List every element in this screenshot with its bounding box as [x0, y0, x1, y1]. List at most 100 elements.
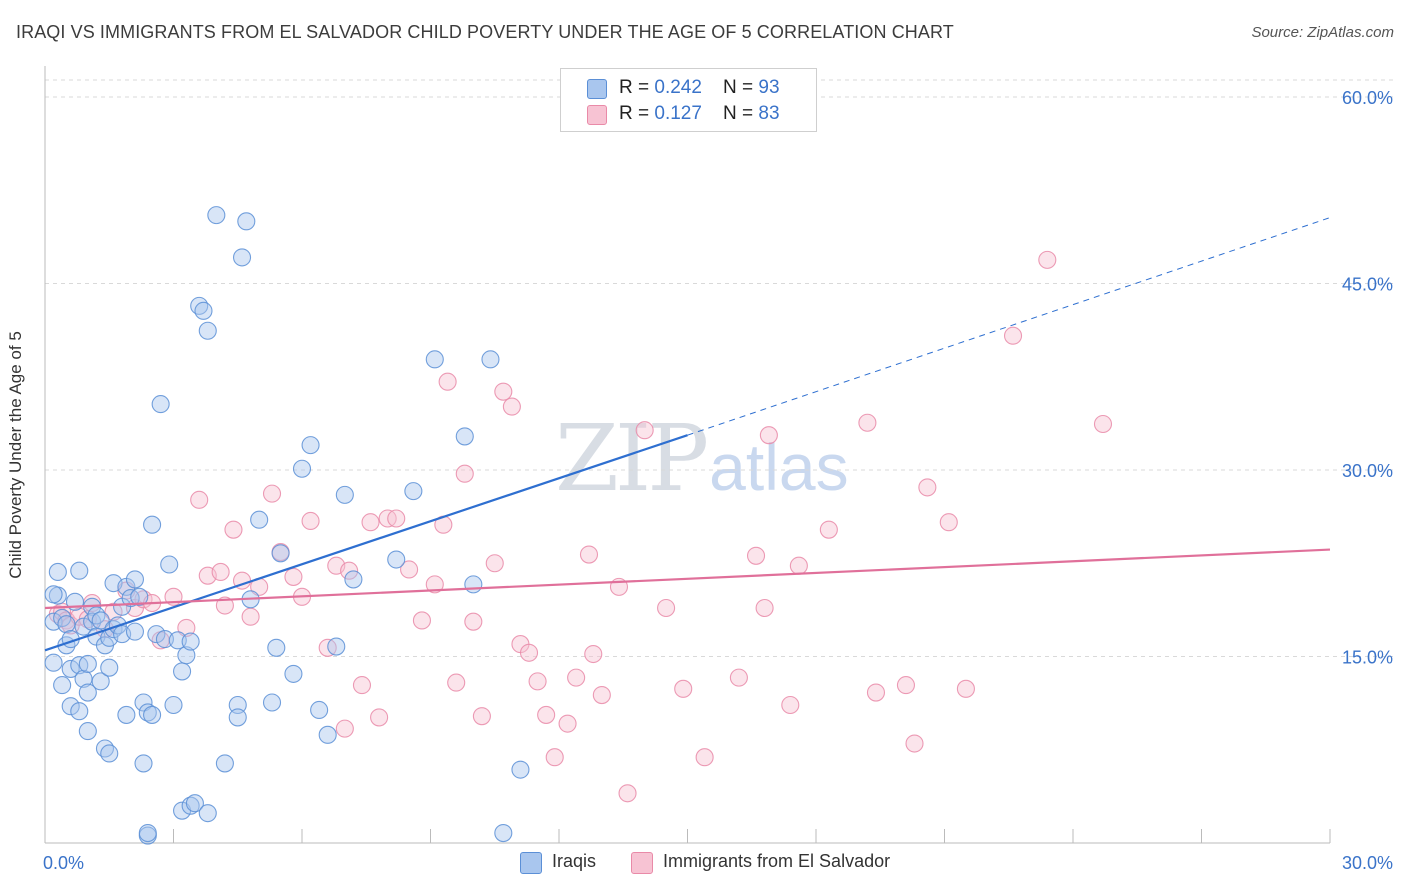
data-point — [819, 520, 838, 539]
data-point — [138, 824, 157, 843]
y-tick-label: 30.0% — [1342, 461, 1393, 481]
data-point — [262, 693, 282, 712]
data-point — [70, 702, 89, 721]
data-point — [262, 484, 282, 503]
data-point — [558, 714, 577, 733]
r-label: R = — [619, 77, 655, 98]
data-point — [537, 705, 556, 724]
data-point — [485, 554, 504, 573]
axes — [44, 66, 1331, 844]
data-point — [657, 598, 676, 618]
data-point — [352, 676, 372, 695]
data-point — [232, 248, 252, 267]
n-value: 93 — [758, 77, 780, 98]
chart-title: IRAQI VS IMMIGRANTS FROM EL SALVADOR CHI… — [16, 22, 954, 42]
legend-swatch-blue — [587, 79, 607, 99]
data-point — [755, 598, 774, 618]
data-point — [185, 794, 204, 813]
data-point — [134, 754, 153, 773]
data-point — [292, 459, 312, 478]
x-tick-label: 30.0% — [1342, 853, 1393, 873]
grid-lines — [45, 79, 1395, 657]
data-point — [160, 555, 179, 574]
data-point — [241, 607, 260, 626]
stats-legend: R = 0.242 N = 93 R = 0.127 N = 83 — [560, 68, 817, 132]
n-label: N = — [723, 77, 759, 98]
data-point — [74, 617, 93, 636]
data-point — [729, 668, 748, 687]
legend-swatch-pink — [587, 105, 607, 125]
r-value: 0.127 — [654, 103, 702, 124]
data-point — [361, 513, 380, 532]
data-point — [400, 560, 419, 579]
tick-labels: 15.0% 30.0% 45.0% 60.0% 0.0% 30.0% — [43, 88, 1393, 873]
data-point — [143, 515, 162, 534]
data-point — [455, 464, 474, 483]
data-point — [502, 397, 521, 416]
data-point — [44, 585, 63, 604]
data-point — [125, 570, 144, 589]
data-point — [198, 321, 217, 340]
data-point — [759, 426, 778, 445]
r-value: 0.242 — [654, 77, 702, 98]
data-point — [335, 485, 354, 504]
data-point — [635, 421, 654, 440]
data-point — [284, 567, 303, 586]
data-point — [100, 744, 119, 763]
data-point — [57, 615, 76, 634]
series-legend: Iraqis Immigrants from El Salvador — [520, 851, 920, 874]
data-point — [404, 482, 423, 501]
data-point — [519, 643, 539, 662]
data-point — [100, 658, 119, 677]
data-point — [425, 575, 444, 594]
data-point — [250, 510, 269, 529]
data-point — [584, 644, 603, 664]
data-point — [155, 630, 174, 649]
data-point — [168, 631, 187, 650]
data-point — [190, 490, 209, 509]
n-value: 83 — [758, 103, 780, 124]
y-tick-label: 45.0% — [1342, 275, 1393, 295]
data-point — [151, 395, 170, 414]
data-point — [61, 697, 80, 716]
data-point — [91, 611, 110, 630]
data-point — [335, 719, 354, 738]
data-point — [455, 427, 474, 446]
data-point — [896, 676, 916, 695]
data-point — [494, 824, 513, 843]
data-point — [143, 705, 162, 724]
data-point — [858, 413, 877, 432]
data-point — [310, 700, 329, 720]
data-point — [472, 707, 491, 726]
data-point — [177, 618, 196, 637]
legend-item-el-salvador[interactable]: Immigrants from El Salvador — [631, 851, 891, 874]
data-point — [228, 708, 247, 727]
y-tick-label: 60.0% — [1342, 88, 1393, 108]
data-point — [207, 206, 226, 225]
data-point — [481, 350, 500, 369]
data-point — [215, 754, 234, 773]
data-point — [1038, 250, 1057, 269]
data-point — [78, 722, 97, 741]
legend-label-el-salvador: Immigrants from El Salvador — [663, 851, 891, 871]
data-point — [61, 659, 80, 678]
x-tick-label: 0.0% — [43, 853, 84, 873]
data-point — [301, 511, 320, 531]
trend-line — [44, 434, 688, 652]
data-point — [905, 734, 924, 753]
series-iraqis — [44, 206, 530, 845]
legend-item-iraqis[interactable]: Iraqis — [520, 851, 596, 874]
data-point — [198, 804, 217, 823]
data-point — [237, 212, 256, 231]
data-point — [674, 679, 693, 698]
data-point — [70, 561, 89, 580]
data-point — [789, 556, 808, 575]
series-el-salvador — [48, 250, 1113, 803]
y-axis-label: Child Poverty Under the Age of 5 — [6, 331, 25, 579]
data-point — [545, 748, 564, 767]
data-point — [181, 632, 200, 651]
data-point — [91, 672, 110, 691]
data-point — [173, 662, 192, 681]
trend-line — [44, 548, 1331, 610]
legend-swatch-blue — [520, 852, 542, 874]
